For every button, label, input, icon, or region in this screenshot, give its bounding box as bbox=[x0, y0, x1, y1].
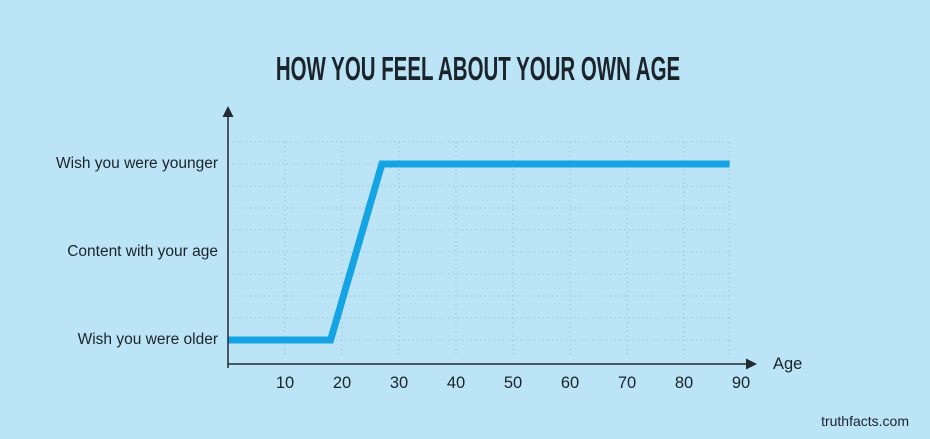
x-tick-label: 10 bbox=[276, 374, 294, 392]
y-axis-arrow-icon bbox=[222, 106, 234, 117]
x-tick-label: 50 bbox=[504, 374, 522, 392]
y-category-label: Wish you were older bbox=[77, 331, 218, 348]
x-tick-label: 90 bbox=[732, 374, 750, 392]
x-tick-label: 80 bbox=[675, 374, 693, 392]
data-line bbox=[228, 160, 730, 344]
y-category-label: Content with your age bbox=[67, 243, 218, 260]
y-category-label: Wish you were younger bbox=[56, 155, 218, 172]
x-axis-title: Age bbox=[773, 355, 803, 373]
x-tick-label: 20 bbox=[333, 374, 351, 392]
x-tick-label: 60 bbox=[561, 374, 579, 392]
chart-title: HOW YOU FEEL ABOUT YOUR OWN AGE bbox=[275, 50, 681, 87]
x-tick-label: 30 bbox=[390, 374, 408, 392]
x-tick-label: 40 bbox=[447, 374, 465, 392]
watermark-text: truthfacts.com bbox=[821, 413, 909, 429]
x-tick-label: 70 bbox=[618, 374, 636, 392]
x-axis-arrow-icon bbox=[746, 358, 757, 370]
